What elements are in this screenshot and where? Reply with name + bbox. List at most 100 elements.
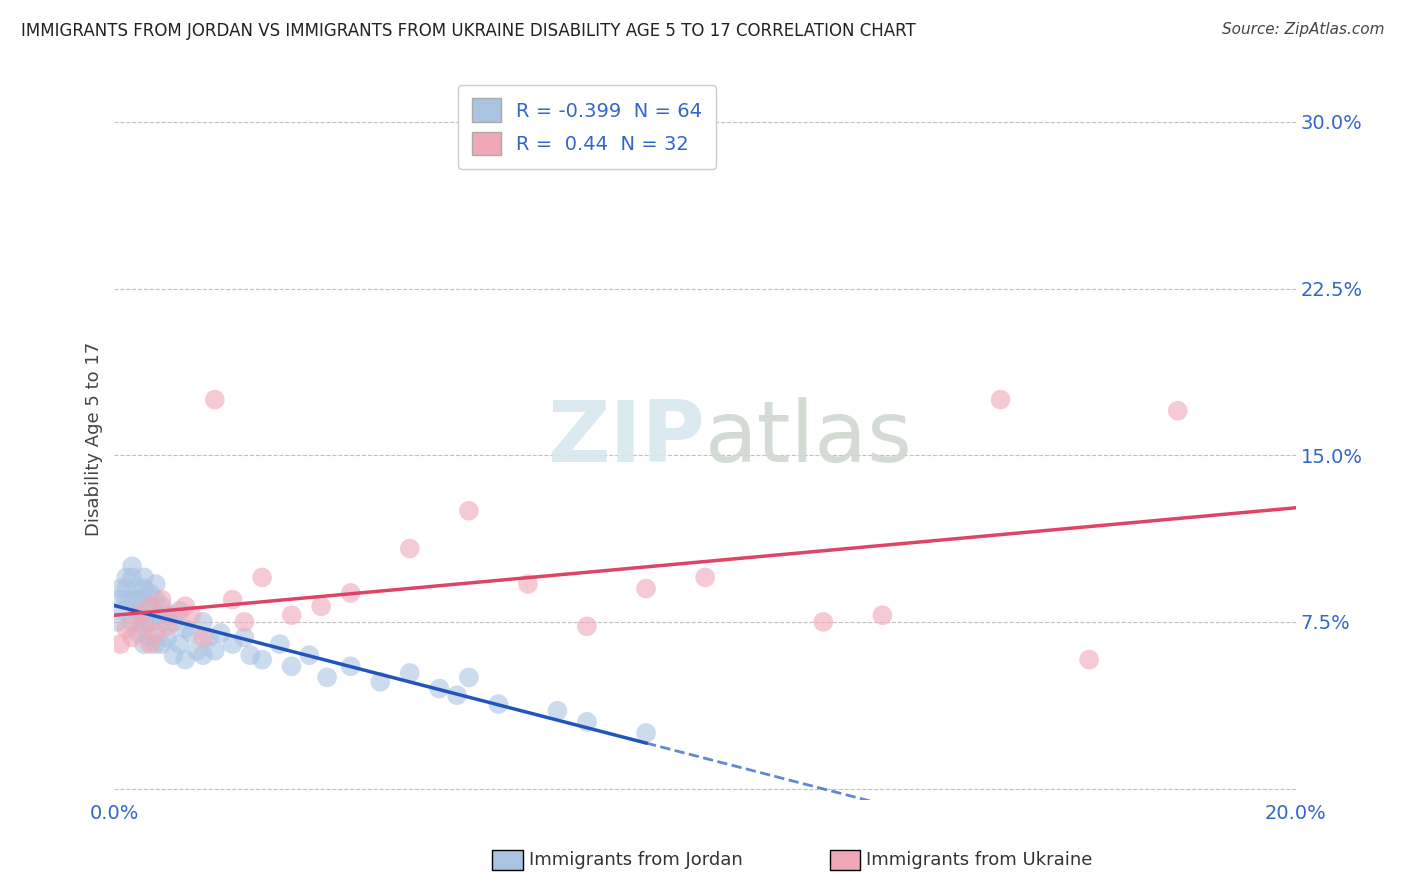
Point [110, 592, 132, 607]
Point [121, 592, 143, 607]
Point [127, 592, 149, 607]
Point [115, 592, 138, 607]
Point [127, 582, 149, 596]
Point [280, 608, 302, 623]
Point [575, 619, 598, 633]
Point [575, 714, 598, 729]
Point [990, 392, 1012, 407]
Point [139, 599, 162, 614]
Point [486, 697, 509, 711]
Text: IMMIGRANTS FROM JORDAN VS IMMIGRANTS FROM UKRAINE DISABILITY AGE 5 TO 17 CORRELA: IMMIGRANTS FROM JORDAN VS IMMIGRANTS FRO… [21, 22, 915, 40]
Point [121, 631, 143, 645]
Point [239, 648, 262, 663]
Point [872, 608, 894, 623]
Point [316, 670, 339, 684]
Point [132, 615, 155, 629]
Point [546, 704, 568, 718]
Point [139, 586, 162, 600]
Point [186, 644, 208, 658]
Point [110, 637, 132, 651]
Text: atlas: atlas [706, 397, 912, 480]
Point [150, 592, 173, 607]
Point [233, 631, 256, 645]
Point [191, 631, 214, 645]
Point [169, 637, 191, 651]
Point [1078, 652, 1101, 666]
Point [174, 652, 197, 666]
Text: Immigrants from Jordan: Immigrants from Jordan [529, 851, 742, 869]
Point [112, 604, 135, 618]
Point [398, 665, 420, 680]
Text: ZIP: ZIP [547, 397, 706, 480]
Point [221, 637, 243, 651]
Point [191, 615, 214, 629]
Point [127, 626, 149, 640]
Point [204, 644, 226, 658]
Point [145, 637, 167, 651]
Point [636, 582, 658, 596]
Legend: R = -0.399  N = 64, R =  0.44  N = 32: R = -0.399 N = 64, R = 0.44 N = 32 [458, 85, 716, 169]
Point [280, 659, 302, 673]
Point [174, 622, 197, 636]
Point [115, 570, 138, 584]
Point [250, 570, 273, 584]
Point [162, 615, 184, 629]
Point [145, 608, 167, 623]
Point [309, 599, 332, 614]
Point [127, 604, 149, 618]
Point [145, 626, 167, 640]
Point [150, 637, 173, 651]
Point [156, 631, 179, 645]
Point [121, 615, 143, 629]
Point [110, 582, 132, 596]
Point [1167, 403, 1189, 417]
Point [209, 626, 232, 640]
Point [115, 582, 138, 596]
Point [191, 648, 214, 663]
Point [132, 570, 155, 584]
Point [813, 615, 835, 629]
Point [145, 577, 167, 591]
Point [139, 599, 162, 614]
Point [339, 659, 361, 673]
Point [427, 681, 450, 696]
Point [516, 577, 538, 591]
Point [457, 504, 479, 518]
Point [150, 615, 173, 629]
Point [156, 608, 179, 623]
Point [339, 586, 361, 600]
Point [233, 615, 256, 629]
Point [174, 599, 197, 614]
Point [180, 626, 202, 640]
Point [198, 631, 221, 645]
Point [636, 726, 658, 740]
Point [156, 619, 179, 633]
Point [169, 604, 191, 618]
Point [132, 637, 155, 651]
Point [221, 592, 243, 607]
Point [132, 619, 155, 633]
Point [298, 648, 321, 663]
Point [105, 615, 128, 629]
Point [162, 608, 184, 623]
Point [269, 637, 291, 651]
Point [695, 570, 717, 584]
Text: Immigrants from Ukraine: Immigrants from Ukraine [866, 851, 1092, 869]
Point [132, 582, 155, 596]
Point [457, 670, 479, 684]
Point [121, 559, 143, 574]
Point [180, 608, 202, 623]
Point [368, 674, 391, 689]
Point [398, 541, 420, 556]
Point [250, 652, 273, 666]
Point [145, 592, 167, 607]
Text: Source: ZipAtlas.com: Source: ZipAtlas.com [1222, 22, 1385, 37]
Point [132, 592, 155, 607]
Point [139, 631, 162, 645]
Point [115, 622, 138, 636]
Point [150, 599, 173, 614]
Point [162, 648, 184, 663]
Y-axis label: Disability Age 5 to 17: Disability Age 5 to 17 [86, 342, 103, 536]
Point [127, 608, 149, 623]
Point [204, 392, 226, 407]
